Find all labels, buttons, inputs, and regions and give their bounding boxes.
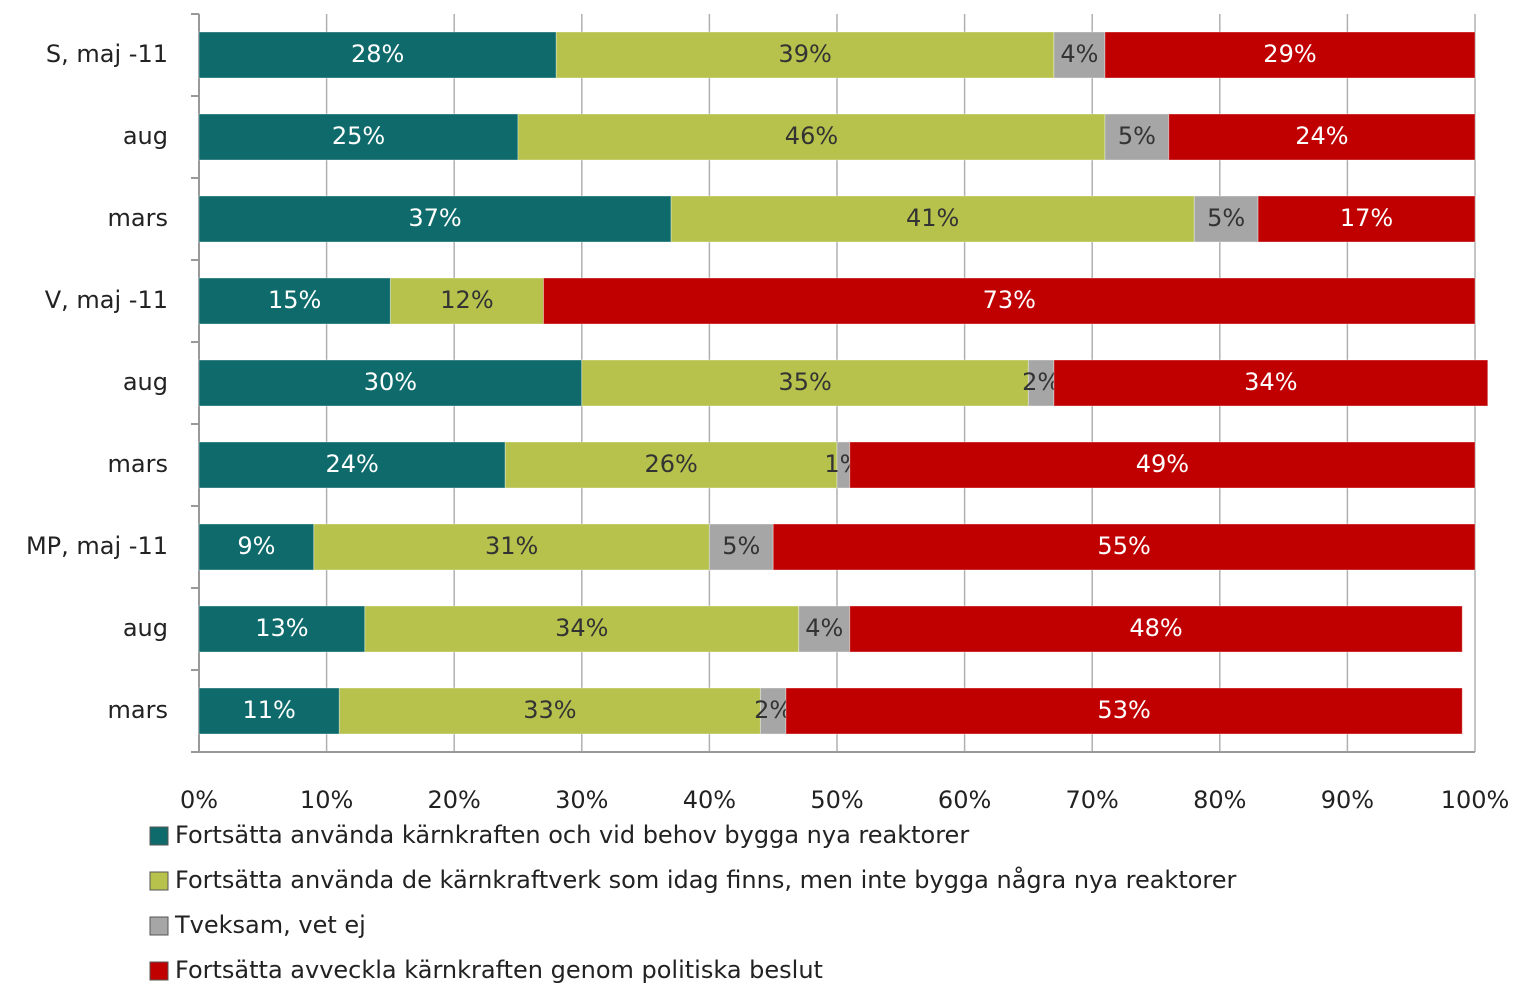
bar-segment bbox=[389, 277, 545, 325]
data-label: 39% bbox=[778, 40, 831, 68]
bar-segment bbox=[1053, 359, 1489, 407]
data-label: 34% bbox=[1244, 368, 1297, 396]
y-tick-label: mars bbox=[108, 696, 168, 724]
data-label: 34% bbox=[555, 614, 608, 642]
bar-segment bbox=[772, 523, 1476, 571]
bar-segment bbox=[1027, 359, 1055, 407]
legend-label: Fortsätta använda de kärnkraftverk som i… bbox=[175, 865, 1237, 894]
data-label: 2% bbox=[1022, 368, 1060, 396]
y-tick-label: aug bbox=[123, 614, 168, 642]
bar-segment bbox=[364, 605, 800, 653]
x-tick-label: 50% bbox=[810, 786, 863, 814]
bar-segment bbox=[1193, 195, 1259, 243]
bar-segment bbox=[198, 687, 340, 735]
data-label: 37% bbox=[408, 204, 461, 232]
y-tick-label: V, maj -11 bbox=[45, 286, 168, 314]
y-tick-label: MP, maj -11 bbox=[26, 532, 168, 560]
bar-segment bbox=[555, 31, 1055, 79]
data-label: 33% bbox=[523, 696, 576, 724]
data-label: 25% bbox=[332, 122, 385, 150]
data-label: 53% bbox=[1097, 696, 1150, 724]
bar-segment bbox=[1104, 31, 1476, 79]
data-label: 49% bbox=[1136, 450, 1189, 478]
legend-label: Fortsätta avveckla kärnkraften genom pol… bbox=[175, 956, 823, 984]
legend-swatch bbox=[149, 871, 169, 891]
bar-segment bbox=[313, 523, 710, 571]
bar-segment bbox=[1168, 113, 1476, 161]
data-label: 48% bbox=[1129, 614, 1182, 642]
data-label: 4% bbox=[805, 614, 843, 642]
data-label: 28% bbox=[351, 40, 404, 68]
bar-segment bbox=[198, 113, 519, 161]
bar-segment bbox=[1053, 31, 1106, 79]
bar-segment bbox=[338, 687, 761, 735]
data-label: 26% bbox=[644, 450, 697, 478]
bar-segment bbox=[517, 113, 1106, 161]
data-label: 31% bbox=[485, 532, 538, 560]
bar-segment bbox=[198, 31, 557, 79]
data-label: 5% bbox=[722, 532, 760, 560]
data-label: 41% bbox=[906, 204, 959, 232]
x-tick-label: 70% bbox=[1066, 786, 1119, 814]
data-label: 9% bbox=[237, 532, 275, 560]
legend-swatch bbox=[149, 916, 169, 936]
data-label: 30% bbox=[364, 368, 417, 396]
y-tick-label: aug bbox=[123, 122, 168, 150]
bar-segment bbox=[198, 605, 366, 653]
data-label: 73% bbox=[983, 286, 1036, 314]
bar-segment bbox=[504, 441, 838, 489]
bar-segment bbox=[543, 277, 1476, 325]
x-tick-label: 10% bbox=[300, 786, 353, 814]
x-tick-label: 60% bbox=[938, 786, 991, 814]
bar-segment bbox=[798, 605, 851, 653]
data-label: 13% bbox=[255, 614, 308, 642]
bar-segment bbox=[1257, 195, 1476, 243]
bar-segment bbox=[198, 523, 315, 571]
x-tick-label: 40% bbox=[683, 786, 736, 814]
x-tick-label: 100% bbox=[1441, 786, 1510, 814]
y-tick-label: S, maj -11 bbox=[46, 40, 168, 68]
data-label: 5% bbox=[1207, 204, 1245, 232]
y-tick-label: mars bbox=[108, 204, 168, 232]
y-tick-label: aug bbox=[123, 368, 168, 396]
data-label: 4% bbox=[1060, 40, 1098, 68]
bar-segment bbox=[849, 441, 1476, 489]
bar-segment bbox=[785, 687, 1463, 735]
x-tick-label: 80% bbox=[1193, 786, 1246, 814]
legend-swatch bbox=[149, 826, 169, 846]
legend-label: Tveksam, vet ej bbox=[174, 911, 366, 939]
x-tick-label: 20% bbox=[428, 786, 481, 814]
data-label: 24% bbox=[1295, 122, 1348, 150]
data-label: 35% bbox=[778, 368, 831, 396]
data-label: 24% bbox=[325, 450, 378, 478]
data-label: 11% bbox=[243, 696, 296, 724]
data-label: 17% bbox=[1340, 204, 1393, 232]
legend-swatch bbox=[149, 961, 169, 981]
x-tick-label: 90% bbox=[1321, 786, 1374, 814]
bar-segment bbox=[198, 277, 391, 325]
bar-segment bbox=[708, 523, 774, 571]
data-label: 15% bbox=[268, 286, 321, 314]
x-tick-label: 30% bbox=[555, 786, 608, 814]
bar-segment bbox=[670, 195, 1195, 243]
bar-segment bbox=[581, 359, 1029, 407]
data-label: 5% bbox=[1118, 122, 1156, 150]
y-tick-label: mars bbox=[108, 450, 168, 478]
data-label: 2% bbox=[754, 696, 792, 724]
data-label: 55% bbox=[1097, 532, 1150, 560]
x-tick-label: 0% bbox=[180, 786, 218, 814]
bar-segment bbox=[198, 359, 583, 407]
data-label: 12% bbox=[440, 286, 493, 314]
data-label: 46% bbox=[785, 122, 838, 150]
bar-segment bbox=[849, 605, 1463, 653]
legend-label: Fortsätta använda kärnkraften och vid be… bbox=[175, 821, 969, 849]
data-label: 29% bbox=[1263, 40, 1316, 68]
bar-segment bbox=[198, 195, 672, 243]
bar-segment bbox=[1104, 113, 1170, 161]
